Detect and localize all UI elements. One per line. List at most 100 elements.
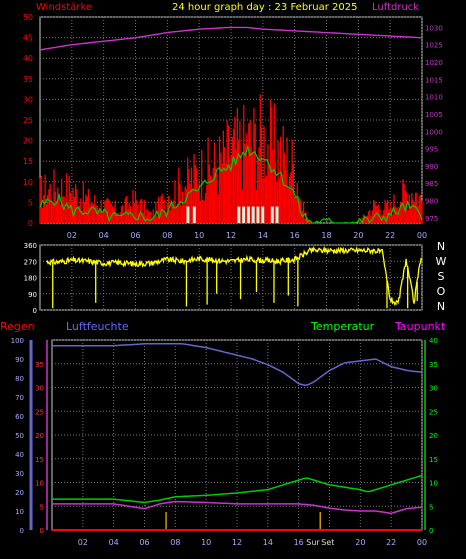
pressure-y-tick: 1030 bbox=[425, 24, 443, 32]
wind-y-tick: 25 bbox=[23, 116, 33, 125]
compass-label: N bbox=[437, 240, 445, 253]
wind-x-tick: 08 bbox=[162, 231, 172, 240]
dewpoint-y-tick: 30 bbox=[35, 385, 44, 393]
wind-calm-bar bbox=[237, 206, 241, 223]
humidity-y-tick: 10 bbox=[15, 508, 24, 516]
wind-y-tick: 5 bbox=[28, 198, 33, 207]
pressure-y-tick: 995 bbox=[425, 146, 438, 154]
wind-calm-bar bbox=[251, 206, 255, 223]
temp-y-tick: 35 bbox=[429, 361, 438, 369]
dewpoint-y-tick: 5 bbox=[40, 503, 44, 511]
sunrise-label: Sur bbox=[306, 538, 320, 547]
wind-calm-bar bbox=[246, 206, 250, 223]
dewpoint-y-tick: 20 bbox=[35, 432, 44, 440]
wind-x-tick: 00 bbox=[417, 231, 427, 240]
header-pressure-label: Luftdruck bbox=[372, 2, 419, 13]
wind-y-tick: 0 bbox=[28, 219, 33, 228]
humidity-temperature-chart: 0102030405060708090100051015202530354005… bbox=[11, 337, 438, 547]
wind-y-tick: 30 bbox=[23, 95, 33, 104]
wind-y-tick: 10 bbox=[23, 178, 33, 187]
temp-y-tick: 30 bbox=[429, 385, 438, 393]
legend-luftfeuchte: Luftfeuchte bbox=[66, 320, 129, 333]
pressure-y-tick: 990 bbox=[425, 163, 438, 171]
wind-calm-bar bbox=[270, 206, 274, 223]
temp-y-tick: 40 bbox=[429, 337, 438, 345]
wind-x-tick: 18 bbox=[321, 231, 331, 240]
direction-y-tick: 180 bbox=[24, 275, 37, 283]
page-title: 24 hour graph day : 23 Februar 2025 bbox=[172, 2, 357, 13]
dewpoint-y-tick: 10 bbox=[35, 480, 44, 488]
wind-y-tick: 35 bbox=[23, 75, 33, 84]
humidity-x-tick: 12 bbox=[232, 538, 242, 547]
temp-y-tick: 20 bbox=[429, 432, 438, 440]
humidity-x-tick: 10 bbox=[201, 538, 211, 547]
temp-y-tick: 5 bbox=[429, 503, 433, 511]
legend-taupunkt: Taupunkt bbox=[394, 320, 446, 333]
temp-y-tick: 0 bbox=[429, 527, 433, 535]
wind-y-tick: 50 bbox=[23, 13, 33, 22]
pressure-y-tick: 1005 bbox=[425, 111, 443, 119]
humidity-y-tick: 70 bbox=[15, 394, 24, 402]
dewpoint-y-tick: 25 bbox=[35, 408, 44, 416]
humidity-line bbox=[52, 343, 423, 386]
dewpoint-y-tick: 0 bbox=[40, 527, 44, 535]
direction-y-tick: 90 bbox=[28, 291, 37, 299]
wind-calm-bar bbox=[186, 206, 190, 223]
wind-x-tick: 16 bbox=[290, 231, 300, 240]
humidity-y-tick: 30 bbox=[15, 470, 24, 478]
dewpoint-line bbox=[52, 500, 423, 515]
wind-x-tick: 02 bbox=[67, 231, 77, 240]
compass-label: W bbox=[436, 255, 447, 268]
pressure-y-tick: 975 bbox=[425, 215, 438, 223]
humidity-x-tick: 14 bbox=[263, 538, 273, 547]
temp-y-tick: 15 bbox=[429, 456, 438, 464]
temp-y-tick: 10 bbox=[429, 480, 438, 488]
humidity-y-tick: 100 bbox=[11, 337, 24, 345]
dewpoint-y-tick: 35 bbox=[35, 361, 44, 369]
wind-y-tick: 20 bbox=[23, 137, 33, 146]
humidity-x-tick: 02 bbox=[78, 538, 88, 547]
compass-label: S bbox=[438, 270, 445, 283]
pressure-y-tick: 1000 bbox=[425, 128, 443, 136]
temp-y-tick: 25 bbox=[429, 408, 438, 416]
humidity-x-tick: 08 bbox=[170, 538, 180, 547]
humidity-x-tick: 00 bbox=[417, 538, 427, 547]
wind-direction-trace bbox=[45, 245, 422, 307]
humidity-x-tick: 04 bbox=[109, 538, 119, 547]
wind-y-tick: 15 bbox=[23, 157, 33, 166]
sunset-label: Set bbox=[321, 538, 334, 547]
wind-pressure-chart: 0510152025303540455097598098599099510001… bbox=[23, 13, 443, 240]
humidity-y-tick: 80 bbox=[15, 375, 24, 383]
humidity-x-tick: 22 bbox=[386, 538, 396, 547]
pressure-y-tick: 985 bbox=[425, 180, 438, 188]
wind-y-tick: 40 bbox=[23, 54, 33, 63]
humidity-y-tick: 90 bbox=[15, 356, 24, 364]
humidity-x-tick: 20 bbox=[355, 538, 365, 547]
pressure-y-tick: 1025 bbox=[425, 42, 443, 50]
wind-calm-bar bbox=[275, 206, 279, 223]
pressure-y-tick: 1010 bbox=[425, 94, 443, 102]
pressure-y-tick: 1020 bbox=[425, 59, 443, 67]
wind-calm-bar bbox=[261, 206, 265, 223]
wind-calm-bar bbox=[256, 206, 260, 223]
wind-x-tick: 20 bbox=[353, 231, 363, 240]
humidity-y-tick: 50 bbox=[15, 432, 24, 440]
humidity-chart-frame bbox=[51, 339, 423, 531]
wind-x-tick: 10 bbox=[194, 231, 204, 240]
humidity-y-tick: 0 bbox=[20, 527, 24, 535]
humidity-x-tick: 16 bbox=[294, 538, 304, 547]
wind-x-tick: 12 bbox=[226, 231, 236, 240]
pressure-line bbox=[39, 26, 423, 51]
direction-y-tick: 360 bbox=[24, 242, 37, 250]
humidity-x-tick: 06 bbox=[139, 538, 149, 547]
compass-label: N bbox=[437, 300, 445, 313]
wind-x-tick: 14 bbox=[258, 231, 268, 240]
humidity-y-tick: 20 bbox=[15, 489, 24, 497]
temperature-line bbox=[52, 474, 423, 504]
dewpoint-y-tick: 15 bbox=[35, 456, 44, 464]
pressure-y-tick: 980 bbox=[425, 197, 438, 205]
wind-x-tick: 06 bbox=[130, 231, 140, 240]
